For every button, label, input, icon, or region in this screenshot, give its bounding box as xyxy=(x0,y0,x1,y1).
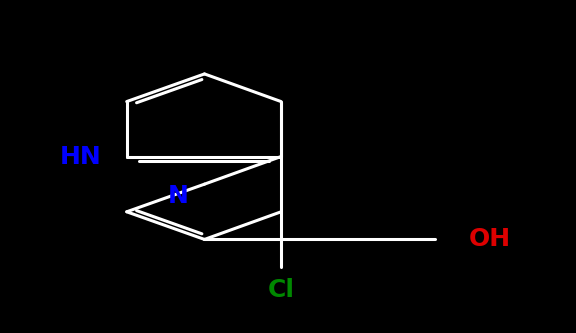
Text: OH: OH xyxy=(468,227,511,251)
Text: HN: HN xyxy=(60,145,101,168)
Text: N: N xyxy=(168,184,189,208)
Text: Cl: Cl xyxy=(268,278,294,302)
